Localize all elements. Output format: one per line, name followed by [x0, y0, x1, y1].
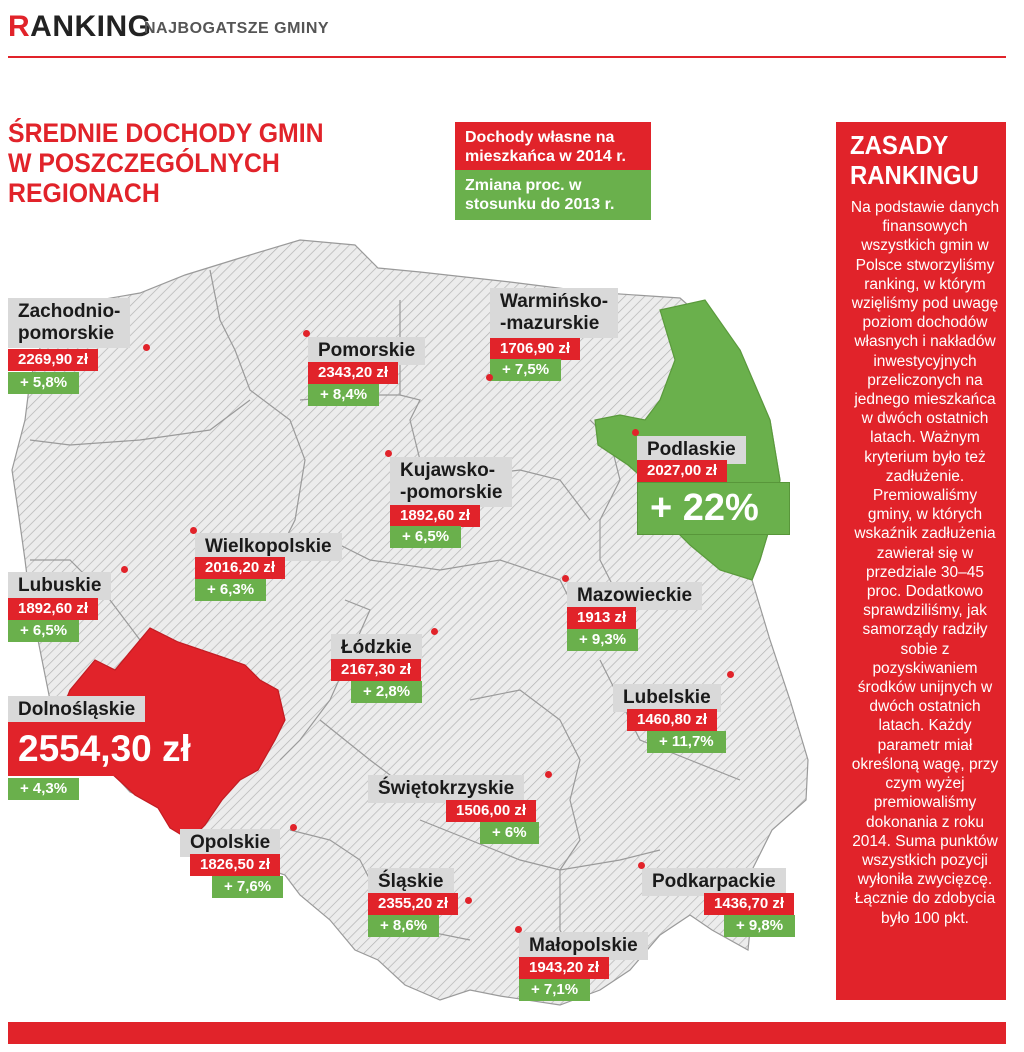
ranking-rules-title: ZASADY RANKINGU: [850, 130, 979, 190]
region-marker-zachodniopomorskie: [143, 344, 150, 351]
legend-income: Dochody własne na mieszkańca w 2014 r.: [455, 122, 651, 170]
region-name-warminsko-mazurskie: Warmińsko- -mazurskie: [490, 288, 619, 338]
region-name-malopolskie: Małopolskie: [519, 932, 648, 960]
region-change-pomorskie: + 8,4%: [308, 384, 380, 406]
region-name-podkarpackie: Podkarpackie: [642, 868, 786, 896]
region-value-warminsko-mazurskie: 1706,90 zł: [490, 338, 581, 360]
region-name-kujawsko-pomorskie: Kujawsko- -pomorskie: [390, 457, 513, 507]
region-change-kujawsko-pomorskie: + 6,5%: [390, 526, 462, 548]
region-name-lubuskie: Lubuskie: [8, 572, 112, 600]
region-change-lodzkie: + 2,8%: [351, 681, 423, 703]
header: RANKING NAJBOGATSZE GMINY: [0, 0, 1024, 60]
region-name-opolskie: Opolskie: [180, 829, 281, 857]
region-value-lodzkie: 2167,30 zł: [331, 659, 422, 681]
region-change-dolnoslaskie: + 4,3%: [8, 778, 80, 800]
region-change-lubelskie: + 11,7%: [647, 731, 726, 753]
region-value-slaskie: 2355,20 zł: [368, 893, 459, 915]
region-name-slaskie: Śląskie: [368, 868, 454, 896]
region-change-mazowieckie: + 9,3%: [567, 629, 639, 651]
region-marker-lodzkie: [431, 628, 438, 635]
region-marker-pomorskie: [303, 330, 310, 337]
header-divider: [8, 56, 1006, 58]
region-value-kujawsko-pomorskie: 1892,60 zł: [390, 505, 481, 527]
region-marker-opolskie: [290, 824, 297, 831]
region-value-malopolskie: 1943,20 zł: [519, 957, 610, 979]
region-change-warminsko-mazurskie: + 7,5%: [490, 359, 562, 381]
region-marker-kujawsko-pomorskie: [385, 450, 392, 457]
region-marker-malopolskie: [515, 926, 522, 933]
region-change-malopolskie: + 7,1%: [519, 979, 591, 1001]
region-marker-wielkopolskie: [190, 527, 197, 534]
region-value-wielkopolskie: 2016,20 zł: [195, 557, 286, 579]
region-name-pomorskie: Pomorskie: [308, 337, 426, 365]
region-name-lubelskie: Lubelskie: [613, 684, 721, 712]
region-change-opolskie: + 7,6%: [212, 876, 284, 898]
region-marker-warminsko-mazurskie: [486, 374, 493, 381]
region-marker-swietokrzyskie: [545, 771, 552, 778]
region-value-lubelskie: 1460,80 zł: [627, 709, 718, 731]
region-change-slaskie: + 8,6%: [368, 915, 440, 937]
region-marker-podlaskie: [632, 429, 639, 436]
region-change-podlaskie: + 22%: [637, 482, 790, 535]
legend-change: Zmiana proc. w stosunku do 2013 r.: [455, 170, 651, 220]
ranking-rules-panel: ZASADY RANKINGU Na podstawie danych fina…: [836, 122, 1006, 1000]
ranking-rules-text: Na podstawie danych finansowych wszystki…: [850, 199, 1000, 927]
region-marker-slaskie: [465, 897, 472, 904]
region-change-swietokrzyskie: + 6%: [480, 822, 539, 844]
header-subtitle: NAJBOGATSZE GMINY: [144, 20, 330, 37]
region-marker-lubuskie: [121, 566, 128, 573]
region-value-zachodniopomorskie: 2269,90 zł: [8, 349, 99, 371]
region-value-podlaskie: 2027,00 zł: [637, 460, 728, 482]
map-title: ŚREDNIE DOCHODY GMIN W POSZCZEGÓLNYCH RE…: [8, 118, 324, 208]
region-name-dolnoslaskie: Dolnośląskie: [8, 696, 146, 724]
region-change-podkarpackie: + 9,8%: [724, 915, 796, 937]
region-change-lubuskie: + 6,5%: [8, 620, 80, 642]
region-marker-lubelskie: [727, 671, 734, 678]
region-name-podlaskie: Podlaskie: [637, 436, 746, 464]
region-name-swietokrzyskie: Świętokrzyskie: [368, 775, 525, 803]
region-value-pomorskie: 2343,20 zł: [308, 362, 399, 384]
region-name-zachodniopomorskie: Zachodnio- pomorskie: [8, 298, 131, 348]
region-change-wielkopolskie: + 6,3%: [195, 579, 267, 601]
region-value-mazowieckie: 1913 zł: [567, 607, 637, 629]
region-value-podkarpackie: 1436,70 zł: [704, 893, 795, 915]
region-value-dolnoslaskie: 2554,30 zł: [8, 722, 242, 776]
region-name-wielkopolskie: Wielkopolskie: [195, 533, 342, 561]
footer-bar: [8, 1022, 1006, 1044]
region-name-lodzkie: Łódzkie: [331, 634, 422, 662]
region-marker-podkarpackie: [638, 862, 645, 869]
region-marker-mazowieckie: [562, 575, 569, 582]
region-change-zachodniopomorskie: + 5,8%: [8, 372, 80, 394]
region-value-opolskie: 1826,50 zł: [190, 854, 281, 876]
region-name-mazowieckie: Mazowieckie: [567, 582, 703, 610]
region-value-lubuskie: 1892,60 zł: [8, 598, 99, 620]
region-value-swietokrzyskie: 1506,00 zł: [446, 800, 537, 822]
brand-ranking: RANKING: [8, 10, 152, 43]
